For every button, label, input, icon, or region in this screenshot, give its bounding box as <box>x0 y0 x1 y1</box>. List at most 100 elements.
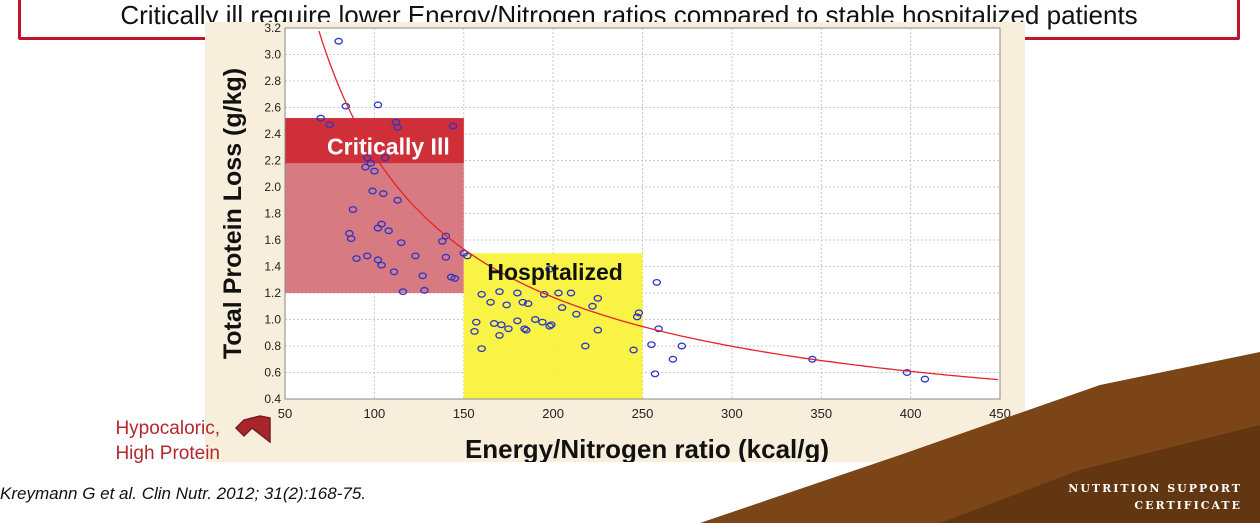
data-point <box>362 154 372 162</box>
y-tick-label: 2.2 <box>264 154 281 168</box>
data-point <box>361 163 370 171</box>
x-tick-label: 150 <box>453 406 475 421</box>
data-point <box>366 159 376 167</box>
data-point <box>334 37 343 45</box>
data-point <box>538 318 547 326</box>
data-point <box>450 274 460 282</box>
y-tick-label: 2.8 <box>264 74 281 88</box>
hypocaloric-high-protein-label: Hypocaloric, High Protein <box>60 416 220 466</box>
y-tick-label: 3.0 <box>264 48 281 62</box>
data-point <box>545 322 554 330</box>
data-point <box>504 325 513 333</box>
data-point <box>448 122 458 130</box>
x-tick-label: 50 <box>278 406 292 421</box>
logo-line-1: NUTRITION SUPPORT <box>1068 482 1242 495</box>
data-point <box>377 261 386 269</box>
x-tick-label: 350 <box>810 406 832 421</box>
critically-ill-label: Critically Ill <box>327 134 450 160</box>
data-point <box>545 265 554 273</box>
data-point <box>470 327 479 335</box>
citation: Kreymann G et al. Clin Nutr. 2012; 31(2)… <box>0 484 366 503</box>
y-tick-label: 1.8 <box>264 207 281 221</box>
x-tick-labels: 50 100 150 200 250 300 350 400 450 <box>278 406 1011 421</box>
data-point <box>477 345 486 353</box>
data-point <box>389 268 399 276</box>
data-point <box>379 190 388 198</box>
y-tick-label: 1.0 <box>264 313 281 327</box>
y-tick-label: 2.0 <box>264 180 281 194</box>
y-tick-label: 2.6 <box>264 101 281 115</box>
y-tick-label: 3.2 <box>264 22 281 35</box>
plot-border <box>284 27 1001 400</box>
data-point <box>477 290 486 298</box>
x-tick-label: 100 <box>364 406 386 421</box>
data-point <box>472 318 481 326</box>
data-point <box>368 187 377 195</box>
data-point <box>325 121 334 129</box>
arrow-label-line-2: High Protein <box>115 443 220 464</box>
data-point <box>650 370 660 378</box>
data-point <box>411 252 420 260</box>
data-point <box>418 272 427 280</box>
data-point <box>463 252 472 260</box>
x-tick-label: 450 <box>989 406 1011 421</box>
data-point <box>629 346 638 354</box>
x-tick-label: 400 <box>900 406 922 421</box>
data-point <box>393 196 402 204</box>
data-point <box>393 123 402 131</box>
data-point <box>384 227 393 235</box>
data-point <box>373 101 383 109</box>
data-point <box>396 239 406 247</box>
data-point <box>677 342 687 350</box>
data-point <box>530 316 540 323</box>
data-point <box>572 310 581 318</box>
data-point <box>523 300 533 308</box>
plot-panel: 50 100 150 200 250 300 350 400 450 0.4 0.6 0.8 1.0 1… <box>205 22 1025 462</box>
data-point <box>557 304 567 312</box>
data-point <box>522 326 531 334</box>
data-point <box>346 235 356 243</box>
data-point <box>373 224 383 232</box>
data-point <box>352 255 361 262</box>
data-point <box>495 288 504 296</box>
data-point <box>518 298 527 306</box>
data-point <box>513 289 522 297</box>
data-point <box>588 302 597 310</box>
data-point <box>486 298 495 306</box>
data-point <box>668 355 678 363</box>
data-point <box>373 256 383 264</box>
data-point <box>502 301 511 309</box>
certificate-logo-text: NUTRITION SUPPORT CERTIFICATE <box>1068 480 1242 514</box>
data-point <box>634 309 644 317</box>
data-point <box>370 167 379 175</box>
data-point <box>647 341 656 349</box>
x-tick-label: 300 <box>721 406 743 421</box>
arrow-label-line-1: Hypocaloric, <box>115 418 220 439</box>
y-tick-label: 2.4 <box>264 127 281 141</box>
data-point <box>581 342 590 350</box>
data-point <box>513 317 522 325</box>
y-axis-label: Total Protein Loss (g/kg) <box>219 68 247 359</box>
scatter-chart: 50 100 150 200 250 300 350 400 450 0.4 0.6 0.8 1.0 1… <box>219 22 1011 462</box>
data-point <box>547 321 556 329</box>
data-point <box>566 289 576 297</box>
data-point <box>495 331 504 339</box>
data-point <box>554 289 563 297</box>
data-point <box>441 253 451 261</box>
data-point <box>348 206 358 213</box>
data-point <box>497 321 506 329</box>
data-point <box>593 326 603 334</box>
y-tick-label: 1.2 <box>264 286 281 300</box>
data-point <box>654 325 663 333</box>
y-tick-label: 1.6 <box>264 233 281 247</box>
data-point <box>520 325 529 333</box>
region-labels: Critically Ill Hospitalized <box>327 134 623 285</box>
data-point <box>652 278 662 286</box>
data-point <box>316 114 326 122</box>
data-point <box>632 313 642 321</box>
data-point <box>441 232 451 240</box>
y-tick-label: 0.8 <box>264 339 281 353</box>
logo-line-2: CERTIFICATE <box>1134 499 1242 512</box>
y-tick-label: 0.6 <box>264 366 281 380</box>
y-tick-label: 0.4 <box>264 392 281 406</box>
